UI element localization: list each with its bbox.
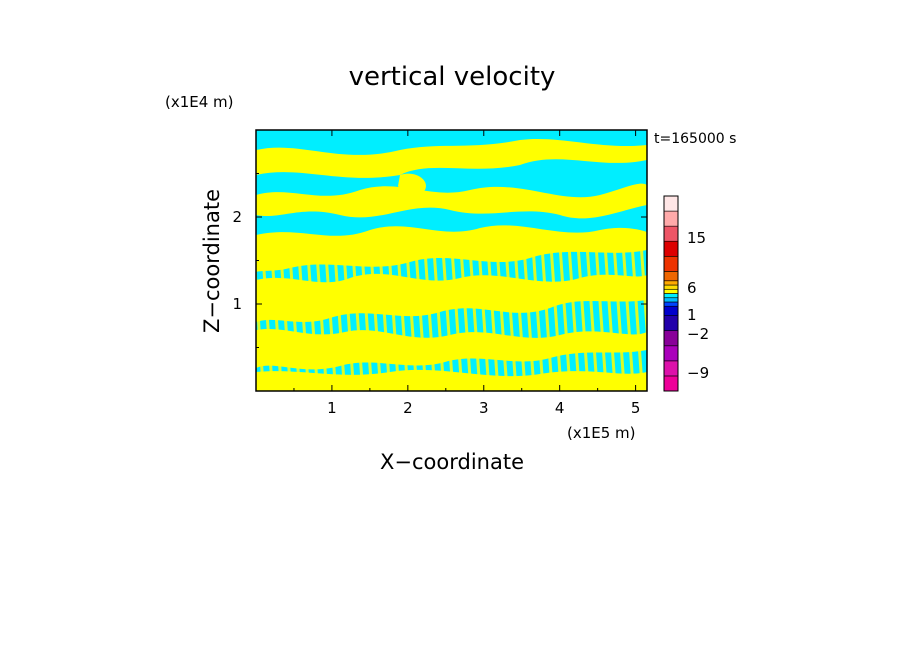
colorbar-band	[663, 210, 679, 227]
colorbar-band	[663, 315, 679, 332]
x-axis: 1 2 3 4 5	[293, 130, 641, 417]
y-unit-label: (x1E4 m)	[165, 93, 234, 111]
colorbar-labels: 15 6 1−2 −9	[687, 229, 709, 382]
x-tick-label: 3	[479, 399, 489, 417]
colorbar-band	[663, 225, 679, 242]
colorbar-level-label: 1	[687, 306, 697, 324]
colorbar-level-label: −2	[687, 325, 709, 343]
x-tick-label: 2	[403, 399, 413, 417]
colorbar-band	[663, 195, 679, 212]
plot-area	[255, 129, 648, 392]
x-unit-label: (x1E5 m)	[567, 424, 636, 442]
colorbar-band	[663, 345, 679, 362]
y-axis-label: Z−coordinate	[200, 189, 224, 333]
colorbar-band	[663, 297, 679, 303]
colorbar-band	[663, 305, 679, 316]
x-axis-label: X−coordinate	[380, 450, 524, 474]
colorbar-level-label: 15	[687, 229, 706, 247]
positive-regions	[256, 138, 647, 391]
colorbar-frame	[663, 195, 679, 392]
x-tick-label: 4	[555, 399, 565, 417]
colorbar-band	[663, 284, 679, 290]
colorbar-band	[663, 288, 679, 294]
colorbar-band	[663, 280, 679, 286]
y-tick-label: 2	[232, 208, 242, 226]
colorbar-band	[663, 330, 679, 347]
y-axis: 12	[232, 173, 647, 348]
colorbar-band	[663, 271, 679, 282]
colorbar	[663, 195, 679, 392]
colorbar-band	[663, 255, 679, 272]
colorbar-level-label: −9	[687, 364, 709, 382]
colorbar-band	[663, 375, 679, 392]
chart-title: vertical velocity	[349, 62, 556, 92]
time-label: t=165000 s	[654, 131, 736, 147]
x-tick-label: 1	[327, 399, 337, 417]
colorbar-band	[663, 360, 679, 377]
colorbar-band	[663, 293, 679, 299]
colorbar-band	[663, 240, 679, 257]
y-tick-label: 1	[232, 295, 242, 313]
colorbar-band	[663, 301, 679, 307]
colorbar-level-label: 6	[687, 279, 697, 297]
x-tick-label: 5	[631, 399, 641, 417]
